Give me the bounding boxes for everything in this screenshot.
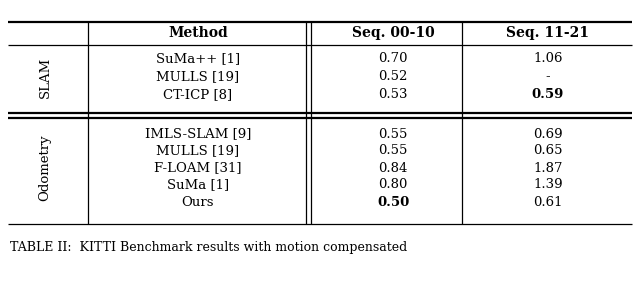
Text: 0.65: 0.65	[533, 145, 563, 157]
Text: 1.06: 1.06	[533, 53, 563, 66]
Text: 0.55: 0.55	[378, 145, 408, 157]
Text: MULLS [19]: MULLS [19]	[156, 145, 239, 157]
Text: 0.50: 0.50	[377, 195, 409, 208]
Text: Method: Method	[168, 26, 228, 40]
Text: IMLS-SLAM [9]: IMLS-SLAM [9]	[145, 127, 251, 140]
Text: Ours: Ours	[182, 195, 214, 208]
Text: SuMa [1]: SuMa [1]	[167, 178, 229, 192]
Text: 1.39: 1.39	[533, 178, 563, 192]
Text: 0.52: 0.52	[378, 70, 408, 83]
Text: CT-ICP [8]: CT-ICP [8]	[163, 89, 232, 102]
Text: Seq. 00-10: Seq. 00-10	[351, 26, 435, 40]
Text: MULLS [19]: MULLS [19]	[156, 70, 239, 83]
Text: -: -	[546, 70, 550, 83]
Text: 0.69: 0.69	[533, 127, 563, 140]
Text: 0.80: 0.80	[378, 178, 408, 192]
Text: 0.84: 0.84	[378, 162, 408, 175]
Text: 0.70: 0.70	[378, 53, 408, 66]
Text: 1.87: 1.87	[533, 162, 563, 175]
Text: 0.59: 0.59	[532, 89, 564, 102]
Text: TABLE II:  KITTI Benchmark results with motion compensated: TABLE II: KITTI Benchmark results with m…	[10, 241, 407, 254]
Text: 0.55: 0.55	[378, 127, 408, 140]
Text: Seq. 11-21: Seq. 11-21	[506, 26, 589, 40]
Text: SLAM: SLAM	[38, 56, 51, 98]
Text: 0.53: 0.53	[378, 89, 408, 102]
Text: F-LOAM [31]: F-LOAM [31]	[154, 162, 242, 175]
Text: Odometry: Odometry	[38, 135, 51, 201]
Text: 0.61: 0.61	[533, 195, 563, 208]
Text: SuMa++ [1]: SuMa++ [1]	[156, 53, 240, 66]
